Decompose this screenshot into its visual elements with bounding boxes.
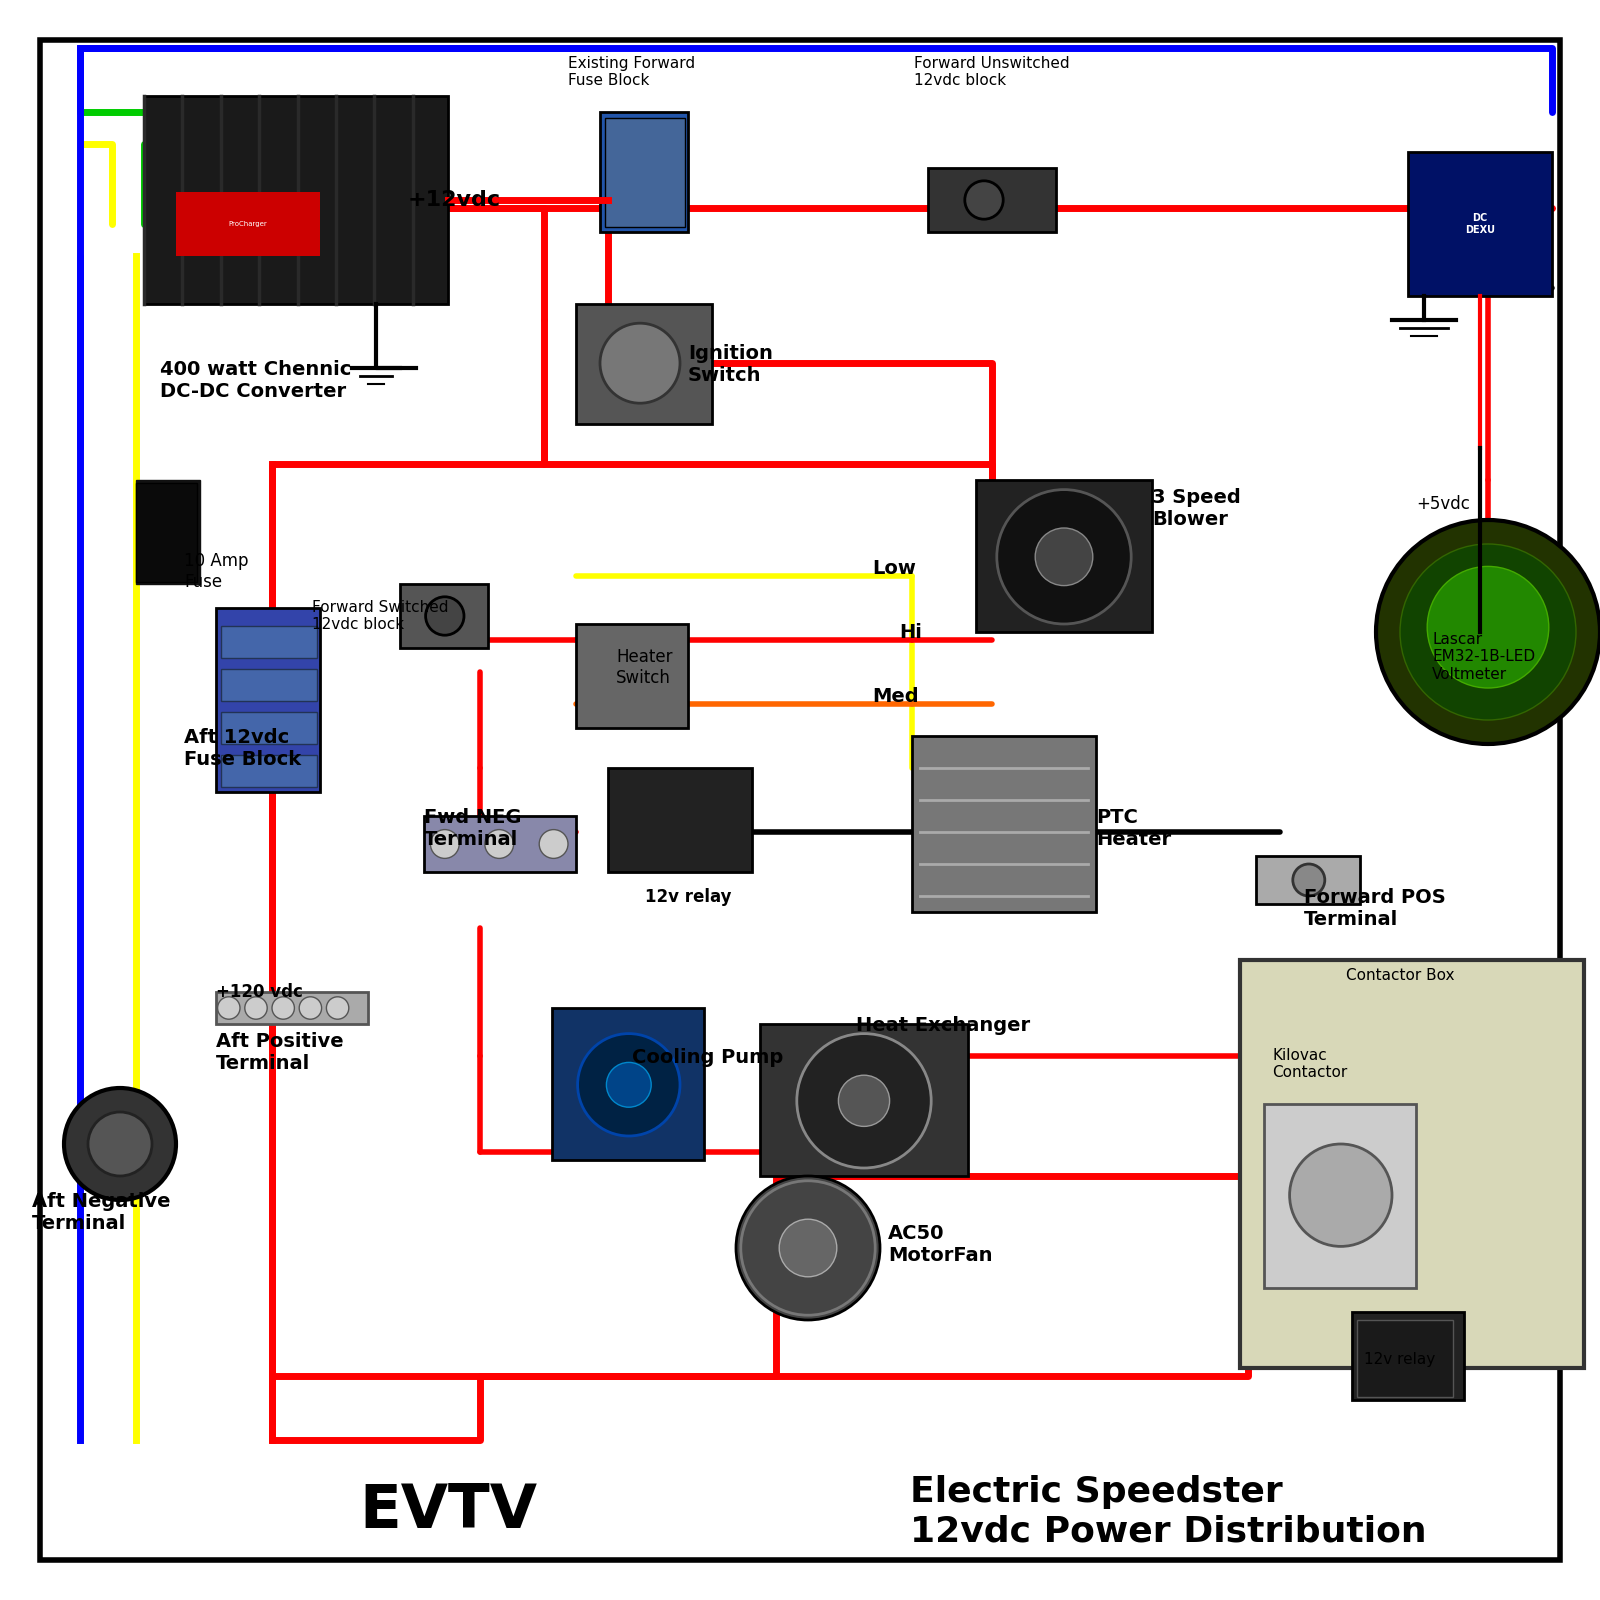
Text: Low: Low bbox=[872, 558, 915, 578]
Bar bbox=[176, 192, 320, 256]
Bar bbox=[424, 816, 576, 872]
Circle shape bbox=[606, 1062, 651, 1107]
Circle shape bbox=[838, 1075, 890, 1126]
Text: Existing Forward
Fuse Block: Existing Forward Fuse Block bbox=[568, 56, 696, 88]
Bar bbox=[221, 626, 317, 658]
Circle shape bbox=[1376, 520, 1600, 744]
Text: PTC
Heater: PTC Heater bbox=[1096, 808, 1171, 850]
Bar bbox=[136, 480, 200, 584]
Bar bbox=[221, 755, 317, 787]
Text: Fwd NEG
Terminal: Fwd NEG Terminal bbox=[424, 808, 522, 850]
Circle shape bbox=[272, 997, 294, 1019]
Text: Forward Switched
12vdc block: Forward Switched 12vdc block bbox=[312, 600, 448, 632]
Circle shape bbox=[218, 997, 240, 1019]
Circle shape bbox=[430, 829, 459, 858]
Circle shape bbox=[797, 1034, 931, 1168]
Text: Heater
Switch: Heater Switch bbox=[616, 648, 672, 686]
Bar bbox=[221, 712, 317, 744]
Bar bbox=[144, 96, 448, 304]
Bar bbox=[976, 480, 1152, 632]
Text: Forward Unswitched
12vdc block: Forward Unswitched 12vdc block bbox=[914, 56, 1070, 88]
Circle shape bbox=[736, 1176, 880, 1320]
Text: +5vdc: +5vdc bbox=[1416, 494, 1470, 514]
Circle shape bbox=[965, 181, 1003, 219]
Circle shape bbox=[326, 997, 349, 1019]
Bar bbox=[552, 1008, 704, 1160]
Circle shape bbox=[88, 1112, 152, 1176]
Bar bbox=[1240, 960, 1584, 1368]
Bar bbox=[576, 304, 712, 424]
Text: 10 Amp
Fuse: 10 Amp Fuse bbox=[184, 552, 248, 590]
Circle shape bbox=[64, 1088, 176, 1200]
Text: 400 watt Chennic
DC-DC Converter: 400 watt Chennic DC-DC Converter bbox=[160, 360, 352, 402]
Text: Electric Speedster
12vdc Power Distribution: Electric Speedster 12vdc Power Distribut… bbox=[910, 1475, 1426, 1549]
Bar bbox=[1408, 152, 1552, 296]
Bar bbox=[605, 118, 685, 227]
Text: Aft 12vdc
Fuse Block: Aft 12vdc Fuse Block bbox=[184, 728, 301, 770]
Circle shape bbox=[779, 1219, 837, 1277]
Circle shape bbox=[539, 829, 568, 858]
Text: +120 vdc: +120 vdc bbox=[216, 982, 302, 1002]
Text: +12vdc: +12vdc bbox=[408, 190, 501, 210]
Circle shape bbox=[299, 997, 322, 1019]
Bar bbox=[221, 669, 317, 701]
Text: Kilovac
Contactor: Kilovac Contactor bbox=[1272, 1048, 1347, 1080]
Bar bbox=[760, 1024, 968, 1176]
Bar bbox=[600, 112, 688, 232]
Text: ProCharger: ProCharger bbox=[229, 221, 267, 227]
Text: 12v relay: 12v relay bbox=[645, 888, 731, 906]
Circle shape bbox=[600, 323, 680, 403]
Text: Forward POS
Terminal: Forward POS Terminal bbox=[1304, 888, 1446, 930]
Circle shape bbox=[1035, 528, 1093, 586]
Circle shape bbox=[426, 597, 464, 635]
Bar bbox=[608, 768, 752, 872]
Text: AC50
MotorFan: AC50 MotorFan bbox=[888, 1224, 992, 1266]
Text: EVTV: EVTV bbox=[358, 1483, 538, 1541]
Circle shape bbox=[485, 829, 514, 858]
Bar bbox=[216, 992, 368, 1024]
Bar bbox=[400, 584, 488, 648]
Circle shape bbox=[1400, 544, 1576, 720]
Text: Ignition
Switch: Ignition Switch bbox=[688, 344, 773, 386]
Circle shape bbox=[1427, 566, 1549, 688]
Text: Lascar
EM32-1B-LED
Voltmeter: Lascar EM32-1B-LED Voltmeter bbox=[1432, 632, 1534, 682]
Text: Aft Negative
Terminal: Aft Negative Terminal bbox=[32, 1192, 171, 1234]
Circle shape bbox=[578, 1034, 680, 1136]
Bar bbox=[1264, 1104, 1416, 1288]
Text: Hi: Hi bbox=[899, 622, 922, 642]
Circle shape bbox=[741, 1181, 875, 1315]
Circle shape bbox=[1293, 864, 1325, 896]
Bar bbox=[928, 168, 1056, 232]
Bar bbox=[1352, 1312, 1464, 1400]
Bar bbox=[1357, 1320, 1453, 1397]
Circle shape bbox=[997, 490, 1131, 624]
Bar bbox=[576, 624, 688, 728]
Circle shape bbox=[245, 997, 267, 1019]
Text: Aft Positive
Terminal: Aft Positive Terminal bbox=[216, 1032, 344, 1074]
Bar bbox=[912, 736, 1096, 912]
Text: Heat Exchanger: Heat Exchanger bbox=[856, 1016, 1030, 1035]
Text: Cooling Pump: Cooling Pump bbox=[632, 1048, 784, 1067]
Circle shape bbox=[1290, 1144, 1392, 1246]
Bar bbox=[136, 483, 197, 582]
Text: Contactor Box: Contactor Box bbox=[1346, 968, 1454, 982]
Bar bbox=[216, 608, 320, 792]
Text: 3 Speed
Blower: 3 Speed Blower bbox=[1152, 488, 1240, 530]
Text: Med: Med bbox=[872, 686, 918, 706]
Text: 12v relay: 12v relay bbox=[1365, 1352, 1435, 1366]
Bar bbox=[1256, 856, 1360, 904]
Text: DC
DEXU: DC DEXU bbox=[1466, 213, 1494, 235]
